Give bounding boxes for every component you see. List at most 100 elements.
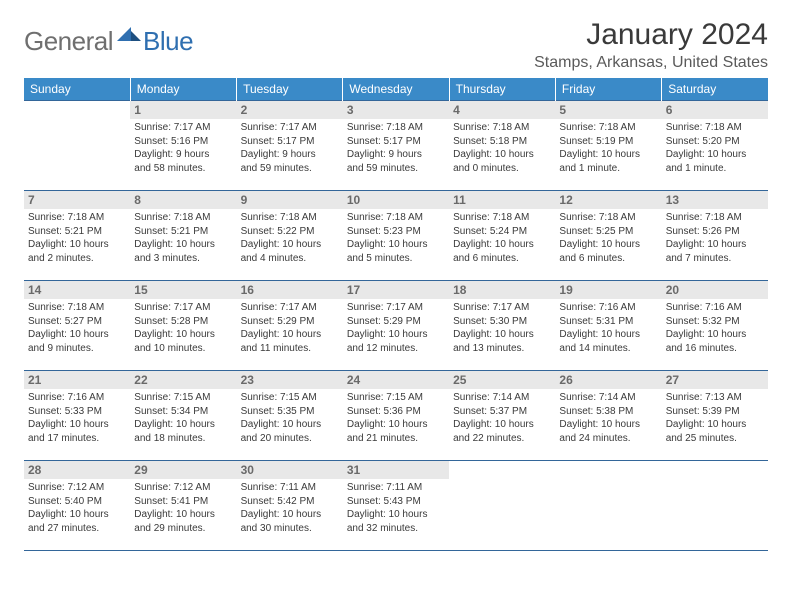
calendar-day-cell: 1Sunrise: 7:17 AMSunset: 5:16 PMDaylight… <box>130 101 236 191</box>
calendar-day-cell: 31Sunrise: 7:11 AMSunset: 5:43 PMDayligh… <box>343 461 449 551</box>
day-info: Sunrise: 7:18 AMSunset: 5:27 PMDaylight:… <box>28 301 126 355</box>
calendar-week-row: 21 Sunrise: 7:16 AMSunset: 5:33 PMDayligh… <box>24 371 768 461</box>
calendar-day-cell: 11Sunrise: 7:18 AMSunset: 5:24 PMDayligh… <box>449 191 555 281</box>
calendar-day-cell: 17Sunrise: 7:17 AMSunset: 5:29 PMDayligh… <box>343 281 449 371</box>
calendar-day-cell: 2Sunrise: 7:17 AMSunset: 5:17 PMDaylight… <box>237 101 343 191</box>
sunset-line: Sunset: 5:40 PM <box>28 495 126 509</box>
daylight-line-1: Daylight: 10 hours <box>241 418 339 432</box>
day-number: 31 <box>343 461 449 479</box>
day-info: Sunrise: 7:15 AMSunset: 5:35 PMDaylight:… <box>241 391 339 445</box>
sunset-line: Sunset: 5:30 PM <box>453 315 551 329</box>
day-info: Sunrise: 7:18 AMSunset: 5:21 PMDaylight:… <box>134 211 232 265</box>
daylight-line-2: and 16 minutes. <box>666 342 764 356</box>
day-info: Sunrise: 7:17 AMSunset: 5:30 PMDaylight:… <box>453 301 551 355</box>
daylight-line-2: and 2 minutes. <box>28 252 126 266</box>
day-number: 16 <box>237 281 343 299</box>
sunset-line: Sunset: 5:24 PM <box>453 225 551 239</box>
day-info: Sunrise: 7:18 AMSunset: 5:17 PMDaylight:… <box>347 121 445 175</box>
sunset-line: Sunset: 5:21 PM <box>28 225 126 239</box>
calendar-day-cell: 16 Sunrise: 7:17 AMSunset: 5:29 PMDayligh… <box>237 281 343 371</box>
sunset-line: Sunset: 5:36 PM <box>347 405 445 419</box>
calendar-empty-cell <box>449 461 555 551</box>
calendar-day-cell: 14 Sunrise: 7:18 AMSunset: 5:27 PMDayligh… <box>24 281 130 371</box>
daylight-line-1: Daylight: 10 hours <box>134 508 232 522</box>
daylight-line-1: Daylight: 10 hours <box>134 328 232 342</box>
daylight-line-1: Daylight: 10 hours <box>666 418 764 432</box>
day-info: Sunrise: 7:16 AMSunset: 5:32 PMDaylight:… <box>666 301 764 355</box>
calendar-day-cell: 6Sunrise: 7:18 AMSunset: 5:20 PMDaylight… <box>662 101 768 191</box>
day-number: 23 <box>237 371 343 389</box>
calendar-body: 1Sunrise: 7:17 AMSunset: 5:16 PMDaylight… <box>24 101 768 551</box>
day-number: 3 <box>343 101 449 119</box>
calendar-week-row: 1Sunrise: 7:17 AMSunset: 5:16 PMDaylight… <box>24 101 768 191</box>
sunrise-line: Sunrise: 7:12 AM <box>134 481 232 495</box>
sunrise-line: Sunrise: 7:17 AM <box>241 301 339 315</box>
sunset-line: Sunset: 5:42 PM <box>241 495 339 509</box>
sunrise-line: Sunrise: 7:17 AM <box>347 301 445 315</box>
day-info: Sunrise: 7:12 AMSunset: 5:41 PMDaylight:… <box>134 481 232 535</box>
day-number: 25 <box>449 371 555 389</box>
day-number: 4 <box>449 101 555 119</box>
calendar-day-cell: 3 Sunrise: 7:18 AMSunset: 5:17 PMDaylight… <box>343 101 449 191</box>
calendar-table: SundayMondayTuesdayWednesdayThursdayFrid… <box>24 78 768 551</box>
daylight-line-2: and 9 minutes. <box>28 342 126 356</box>
day-info: Sunrise: 7:16 AMSunset: 5:31 PMDaylight:… <box>559 301 657 355</box>
weekday-header: Tuesday <box>237 78 343 101</box>
sunrise-line: Sunrise: 7:18 AM <box>453 211 551 225</box>
day-number: 9 <box>237 191 343 209</box>
daylight-line-1: Daylight: 9 hours <box>134 148 232 162</box>
sunrise-line: Sunrise: 7:11 AM <box>241 481 339 495</box>
location-subtitle: Stamps, Arkansas, United States <box>534 54 768 72</box>
day-info: Sunrise: 7:17 AMSunset: 5:28 PMDaylight:… <box>134 301 232 355</box>
daylight-line-1: Daylight: 10 hours <box>453 148 551 162</box>
daylight-line-2: and 32 minutes. <box>347 522 445 536</box>
sunset-line: Sunset: 5:20 PM <box>666 135 764 149</box>
daylight-line-1: Daylight: 10 hours <box>241 508 339 522</box>
daylight-line-2: and 1 minute. <box>559 162 657 176</box>
weekday-header: Sunday <box>24 78 130 101</box>
day-number: 1 <box>130 101 236 119</box>
day-number: 15 <box>130 281 236 299</box>
daylight-line-1: Daylight: 10 hours <box>28 328 126 342</box>
day-number: 30 <box>237 461 343 479</box>
day-info: Sunrise: 7:14 AMSunset: 5:38 PMDaylight:… <box>559 391 657 445</box>
sunrise-line: Sunrise: 7:16 AM <box>666 301 764 315</box>
calendar-day-cell: 28Sunrise: 7:12 AMSunset: 5:40 PMDayligh… <box>24 461 130 551</box>
sunrise-line: Sunrise: 7:18 AM <box>28 301 126 315</box>
sunset-line: Sunset: 5:27 PM <box>28 315 126 329</box>
daylight-line-2: and 3 minutes. <box>134 252 232 266</box>
daylight-line-2: and 58 minutes. <box>134 162 232 176</box>
daylight-line-1: Daylight: 10 hours <box>666 238 764 252</box>
day-info: Sunrise: 7:17 AMSunset: 5:29 PMDaylight:… <box>241 301 339 355</box>
daylight-line-2: and 6 minutes. <box>453 252 551 266</box>
calendar-day-cell: 29Sunrise: 7:12 AMSunset: 5:41 PMDayligh… <box>130 461 236 551</box>
daylight-line-1: Daylight: 10 hours <box>559 148 657 162</box>
day-number: 10 <box>343 191 449 209</box>
day-info: Sunrise: 7:16 AMSunset: 5:33 PMDaylight:… <box>28 391 126 445</box>
day-number: 27 <box>662 371 768 389</box>
day-number: 21 <box>24 371 130 389</box>
weekday-header: Thursday <box>449 78 555 101</box>
day-info: Sunrise: 7:18 AMSunset: 5:19 PMDaylight:… <box>559 121 657 175</box>
daylight-line-2: and 20 minutes. <box>241 432 339 446</box>
day-number: 18 <box>449 281 555 299</box>
day-number: 14 <box>24 281 130 299</box>
weekday-header: Wednesday <box>343 78 449 101</box>
calendar-day-cell: 5Sunrise: 7:18 AMSunset: 5:19 PMDaylight… <box>555 101 661 191</box>
calendar-day-cell: 13Sunrise: 7:18 AMSunset: 5:26 PMDayligh… <box>662 191 768 281</box>
calendar-day-cell: 24Sunrise: 7:15 AMSunset: 5:36 PMDayligh… <box>343 371 449 461</box>
day-number: 22 <box>130 371 236 389</box>
day-number: 12 <box>555 191 661 209</box>
daylight-line-2: and 4 minutes. <box>241 252 339 266</box>
sunrise-line: Sunrise: 7:18 AM <box>666 211 764 225</box>
daylight-line-1: Daylight: 10 hours <box>559 238 657 252</box>
sunrise-line: Sunrise: 7:11 AM <box>347 481 445 495</box>
sunrise-line: Sunrise: 7:16 AM <box>559 301 657 315</box>
day-info: Sunrise: 7:18 AMSunset: 5:25 PMDaylight:… <box>559 211 657 265</box>
sunset-line: Sunset: 5:16 PM <box>134 135 232 149</box>
calendar-day-cell: 25Sunrise: 7:14 AMSunset: 5:37 PMDayligh… <box>449 371 555 461</box>
page-header: General Blue January 2024 Stamps, Arkans… <box>24 18 768 72</box>
daylight-line-1: Daylight: 10 hours <box>28 508 126 522</box>
weekday-header: Monday <box>130 78 236 101</box>
daylight-line-2: and 30 minutes. <box>241 522 339 536</box>
